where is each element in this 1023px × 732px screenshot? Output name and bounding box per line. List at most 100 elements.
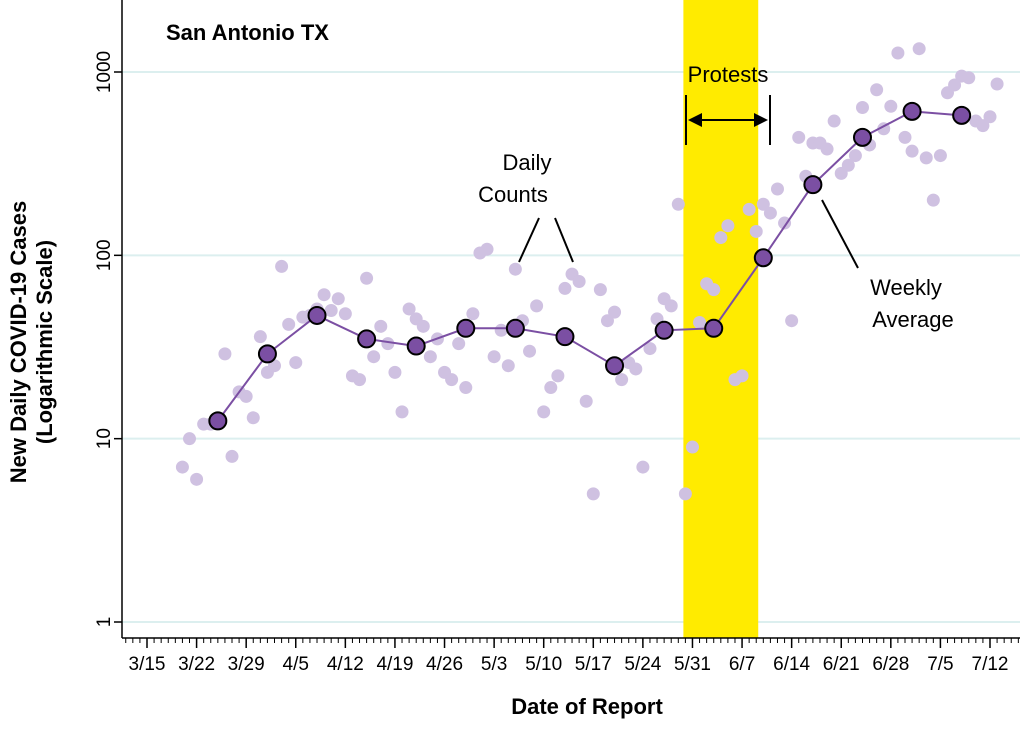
grid-lines: [122, 71, 1020, 623]
daily-point: [855, 101, 869, 115]
daily-point: [423, 350, 437, 364]
daily-point: [246, 411, 260, 425]
daily-point: [190, 472, 204, 486]
daily-point: [792, 130, 806, 144]
x-tick-label: 3/22: [178, 654, 215, 675]
weekly-average-point: [605, 356, 625, 376]
daily-point: [763, 206, 777, 220]
daily-point: [636, 460, 650, 474]
daily-point: [175, 460, 189, 474]
daily-point: [218, 347, 232, 361]
daily-point: [933, 149, 947, 163]
daily-point: [962, 71, 976, 85]
y-tick-label: 1000: [94, 51, 115, 93]
daily-points-layer: [175, 42, 1004, 501]
daily-point: [643, 342, 657, 356]
daily-point: [374, 319, 388, 333]
x-tick-label: 5/17: [575, 654, 612, 675]
daily-point: [976, 119, 990, 133]
daily-point: [870, 83, 884, 97]
daily-point: [884, 99, 898, 113]
daily-point: [919, 151, 933, 165]
daily-point: [664, 299, 678, 313]
daily-point: [990, 77, 1004, 91]
daily-point: [912, 42, 926, 56]
daily-point: [848, 149, 862, 163]
daily-point: [275, 259, 289, 273]
daily-point: [508, 262, 522, 276]
daily-point: [579, 394, 593, 408]
weekly-average-pointer: [821, 199, 859, 269]
protests-label: Protests: [688, 62, 769, 87]
daily-point: [742, 202, 756, 216]
daily-point: [905, 144, 919, 158]
x-tick-label: 5/10: [525, 654, 562, 675]
daily-point: [537, 405, 551, 419]
x-tick-label: 4/5: [283, 654, 309, 675]
daily-point: [353, 373, 367, 387]
x-tick-label: 6/21: [823, 654, 860, 675]
y-tick-label: 1: [94, 617, 115, 628]
daily-point: [459, 381, 473, 395]
daily-point: [452, 337, 466, 351]
daily-point: [735, 369, 749, 383]
weekly-average-point: [753, 248, 773, 268]
daily-point: [629, 362, 643, 376]
daily-point: [530, 299, 544, 313]
weekly-average-label-line2: Average: [872, 307, 954, 332]
daily-point: [608, 305, 622, 319]
weekly-average-point: [654, 320, 674, 340]
weekly-average-label-line1: Weekly: [870, 275, 942, 300]
daily-point: [253, 330, 267, 344]
daily-point: [480, 242, 494, 256]
daily-point: [820, 142, 834, 156]
x-tick-label: 4/19: [376, 654, 413, 675]
daily-point: [714, 231, 728, 245]
daily-point: [593, 283, 607, 297]
daily-point: [615, 373, 629, 387]
daily-counts-pointer-left: [518, 217, 540, 263]
daily-point: [707, 283, 721, 297]
daily-point: [785, 314, 799, 328]
daily-point: [544, 381, 558, 395]
x-tick-label: 5/3: [481, 654, 507, 675]
daily-point: [494, 323, 508, 337]
x-tick-label: 6/28: [872, 654, 909, 675]
daily-point: [926, 193, 940, 207]
daily-point: [416, 319, 430, 333]
daily-point: [445, 373, 459, 387]
daily-point: [289, 356, 303, 370]
daily-point: [183, 432, 197, 446]
daily-counts-label-line2: Counts: [478, 182, 548, 207]
daily-point: [381, 337, 395, 351]
x-tick-label: 4/12: [327, 654, 364, 675]
daily-point: [891, 46, 905, 60]
daily-point: [756, 197, 770, 211]
y-axis-title-line1: New Daily COVID-19 Cases: [6, 201, 31, 483]
x-tick-label: 7/12: [972, 654, 1009, 675]
weekly-average-line: [217, 110, 962, 422]
x-tick-label: 5/31: [674, 654, 711, 675]
weekly-average-point: [852, 127, 872, 147]
daily-point: [841, 158, 855, 172]
y-tick-label: 100: [94, 239, 115, 271]
daily-point: [338, 307, 352, 321]
daily-point: [282, 317, 296, 331]
annotations-layer: San Antonio TX Protests Daily Counts Wee…: [6, 20, 954, 719]
weekly-average-point: [406, 336, 426, 356]
daily-point: [388, 365, 402, 379]
protests-arrow-right-head: [754, 113, 768, 127]
x-tick-label: 3/15: [129, 654, 166, 675]
daily-point: [572, 274, 586, 288]
x-tick-label: 4/26: [426, 654, 463, 675]
daily-point: [693, 316, 707, 330]
daily-point: [367, 350, 381, 364]
daily-point: [948, 78, 962, 92]
daily-point: [898, 130, 912, 144]
weekly-average-point: [257, 344, 277, 364]
daily-point: [671, 197, 685, 211]
daily-point: [324, 304, 338, 318]
weekly-average-point: [902, 101, 922, 121]
daily-point: [523, 344, 537, 358]
